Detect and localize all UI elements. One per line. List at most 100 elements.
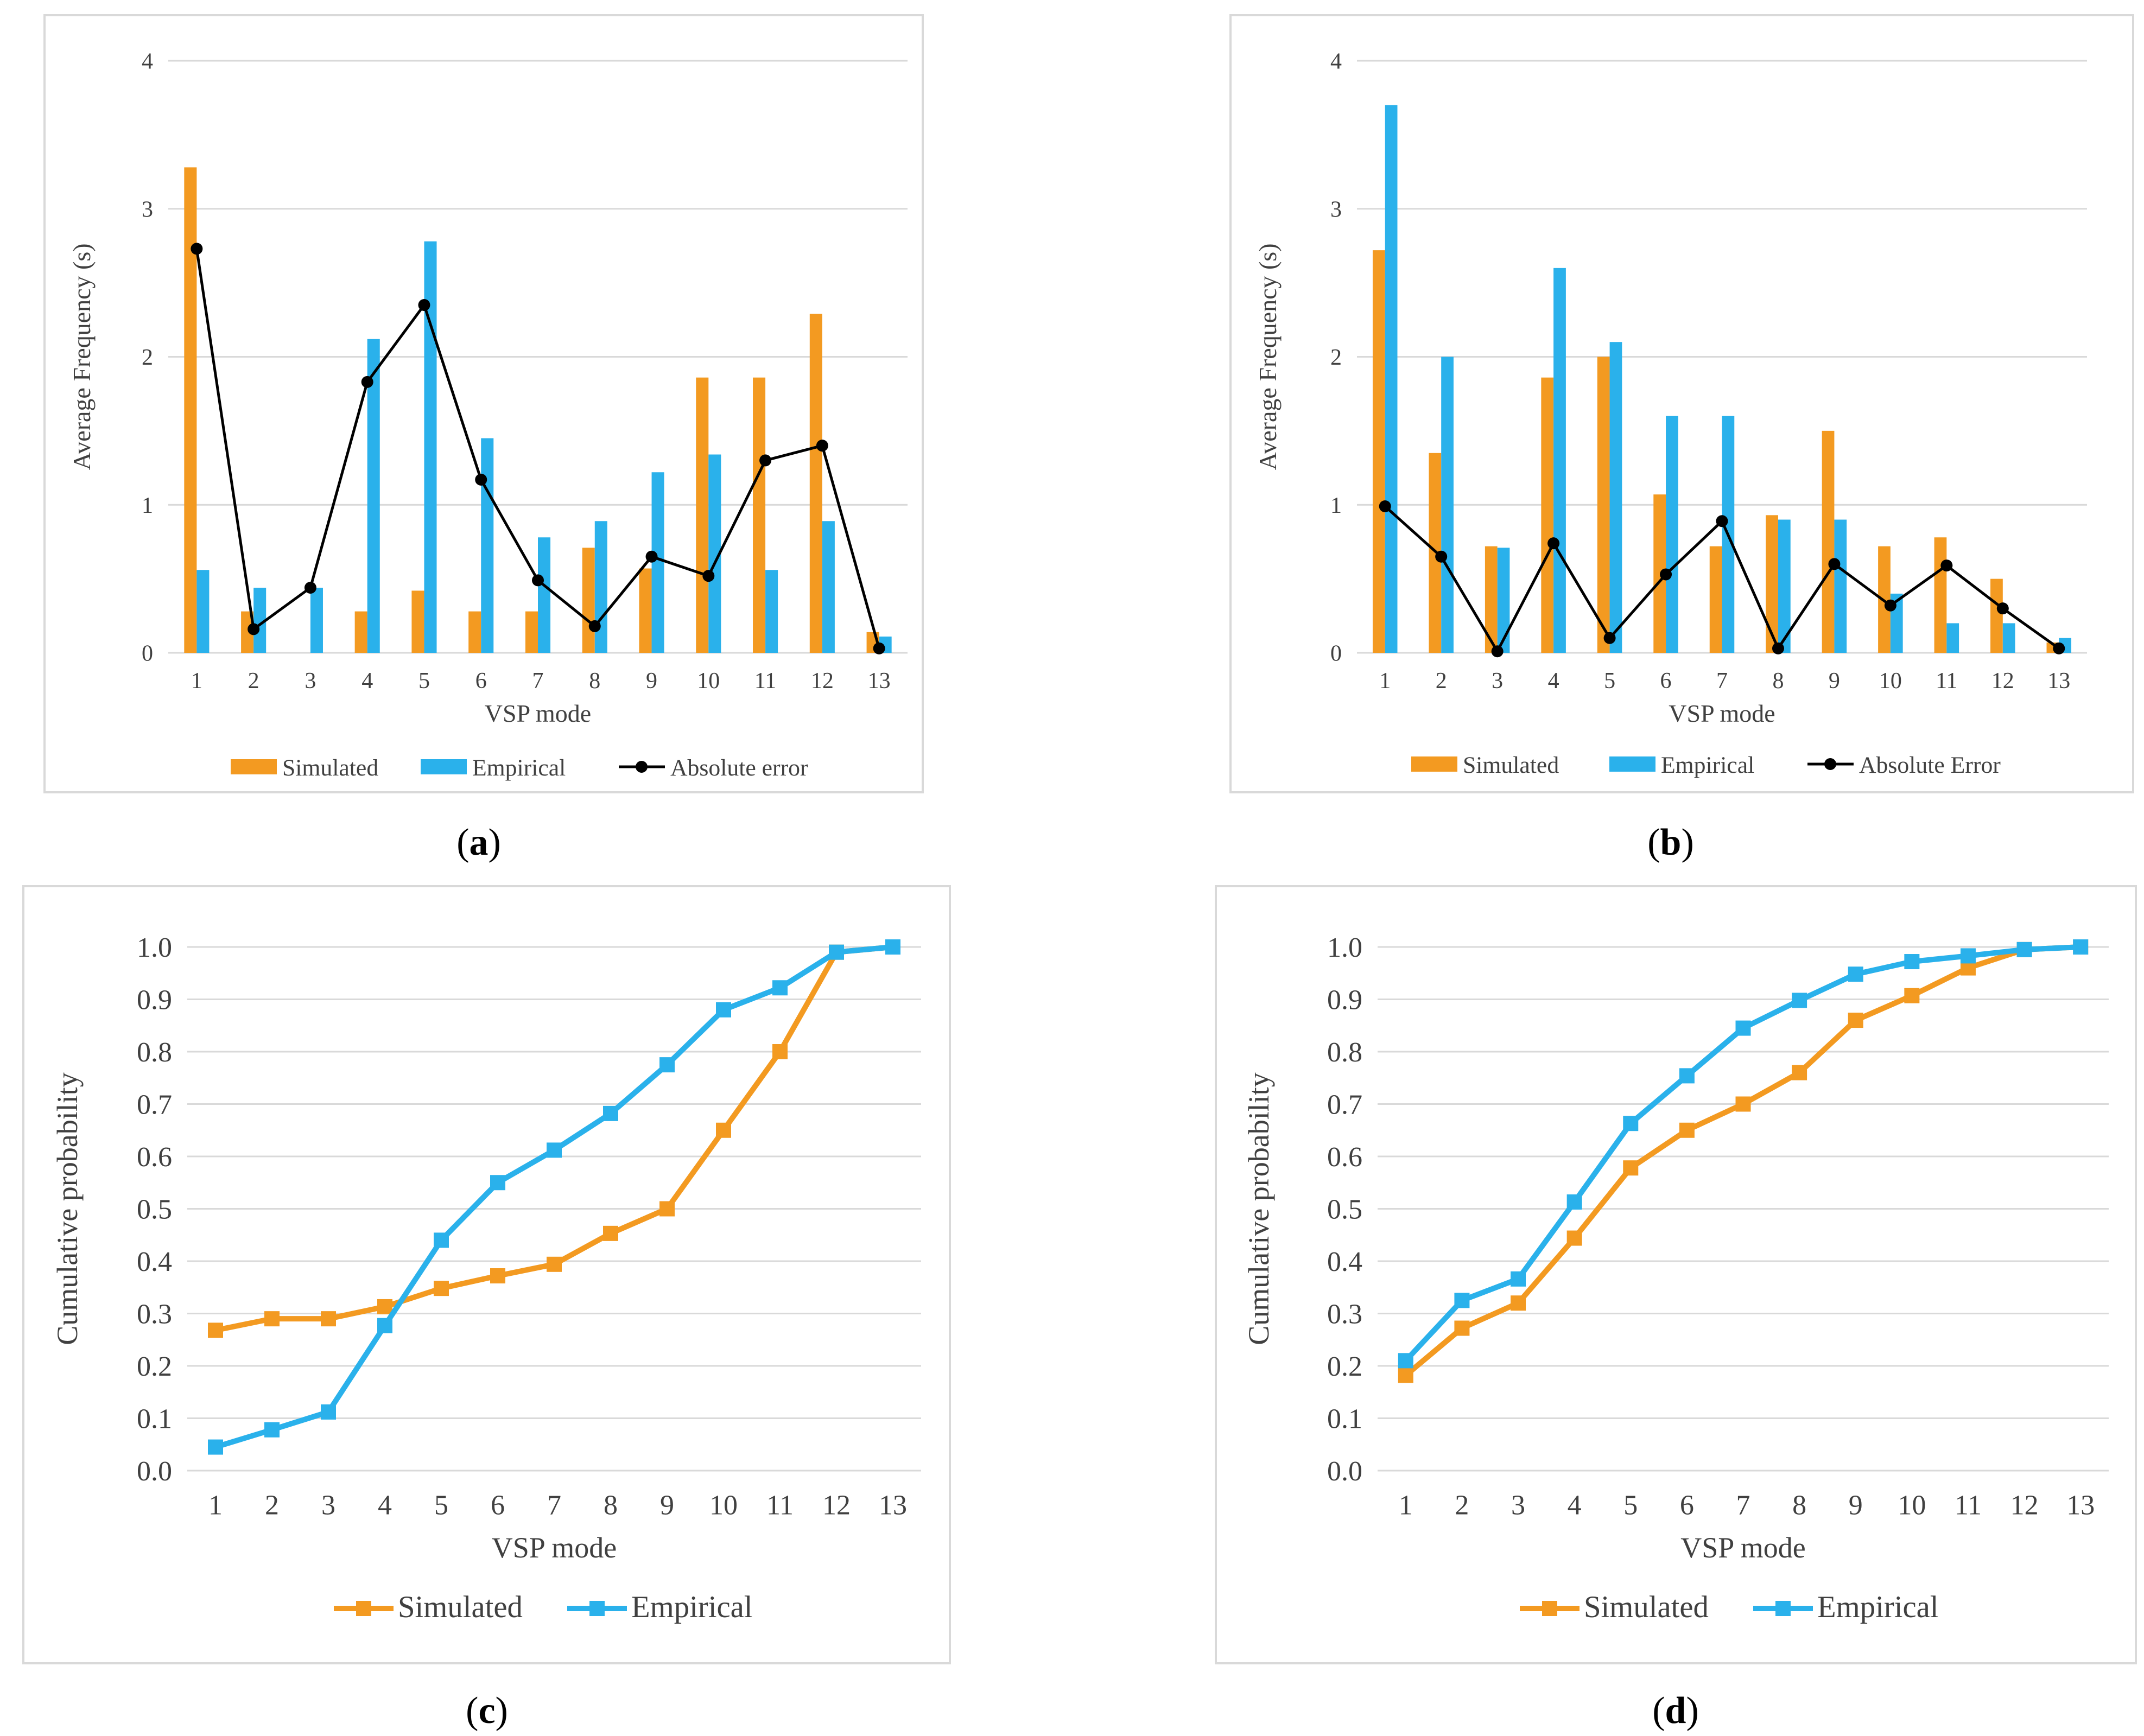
bar-empirical <box>1385 105 1398 653</box>
legend-label: Empirical <box>1817 1590 1939 1624</box>
bar-empirical <box>1497 548 1510 653</box>
x-tick-label: 8 <box>589 669 600 694</box>
legend: Simulated Empirical <box>1520 1590 1939 1624</box>
x-tick-label: 12 <box>811 669 834 694</box>
y-tick-label: 3 <box>142 197 153 222</box>
bar-empirical <box>1441 357 1454 653</box>
x-tick-label: 5 <box>1604 669 1615 694</box>
y-tick-label: 4 <box>142 49 153 74</box>
point-simulated <box>1623 1160 1639 1176</box>
y-tick-label: 0.7 <box>137 1090 172 1121</box>
bar-simulated <box>696 377 709 653</box>
error-point <box>1491 645 1504 658</box>
point-simulated <box>603 1225 618 1241</box>
y-axis-title: Average Frequency (s) <box>1254 243 1282 470</box>
point-empirical <box>1960 948 1976 964</box>
error-point <box>1547 537 1560 550</box>
error-point <box>1940 559 1953 572</box>
x-tick-label: 7 <box>547 1490 561 1521</box>
point-empirical <box>1904 954 1920 970</box>
bar-empirical <box>822 521 835 653</box>
point-simulated <box>1904 988 1920 1003</box>
error-point <box>1379 500 1391 512</box>
y-tick-label: 2 <box>1330 345 1342 370</box>
point-empirical <box>377 1318 392 1333</box>
caption-paren-close: ) <box>489 822 501 863</box>
point-empirical <box>659 1057 675 1073</box>
legend-marker-simulated <box>1542 1601 1557 1616</box>
legend-swatch-simulated <box>231 759 277 774</box>
legend-marker-error <box>1824 758 1836 770</box>
error-point <box>759 454 772 467</box>
panel-caption: (a) <box>456 822 501 863</box>
x-tick-label: 9 <box>1849 1490 1863 1521</box>
x-tick-label: 2 <box>1436 669 1447 694</box>
legend: Simulated Empirical Absolute error <box>231 755 808 781</box>
y-axis-title: Average Frequency (s) <box>68 243 96 470</box>
y-tick-label: 1.0 <box>137 932 172 963</box>
x-tick-label: 7 <box>1736 1490 1750 1521</box>
x-tick-label: 3 <box>1511 1490 1525 1521</box>
error-point <box>1603 632 1616 644</box>
bar-empirical <box>253 587 267 653</box>
legend-swatch-simulated <box>1411 756 1457 772</box>
caption-letter: b <box>1660 822 1682 863</box>
error-point <box>1435 550 1448 563</box>
y-tick-label: 1 <box>142 493 153 518</box>
x-tick-label: 5 <box>418 669 430 694</box>
point-empirical <box>321 1404 336 1420</box>
error-point <box>702 570 715 582</box>
error-point <box>475 473 487 486</box>
x-tick-label: 2 <box>248 669 259 694</box>
error-point <box>1996 602 2009 615</box>
x-tick-label: 2 <box>265 1490 279 1521</box>
y-tick-label: 0.0 <box>137 1456 172 1487</box>
point-simulated <box>434 1281 449 1296</box>
x-axis-title: VSP mode <box>1669 700 1775 727</box>
point-empirical <box>1679 1068 1695 1084</box>
bar-simulated <box>1653 494 1666 653</box>
x-tick-label: 3 <box>305 669 316 694</box>
x-tick-label: 7 <box>532 669 544 694</box>
legend-label: Empirical <box>1661 752 1754 778</box>
x-tick-label: 13 <box>879 1490 907 1521</box>
x-tick-label: 6 <box>475 669 487 694</box>
y-tick-label: 0.6 <box>1327 1142 1362 1173</box>
x-tick-label: 8 <box>1772 669 1784 694</box>
legend-label: Absolute error <box>670 755 808 781</box>
bar-simulated <box>753 377 766 653</box>
x-tick-label: 11 <box>766 1490 794 1521</box>
bar-simulated <box>1934 537 1947 653</box>
bar-empirical <box>1553 268 1566 653</box>
y-tick-label: 0.3 <box>1327 1299 1362 1330</box>
y-tick-label: 0.9 <box>1327 985 1362 1016</box>
x-tick-label: 4 <box>378 1490 392 1521</box>
error-point <box>645 550 658 563</box>
bar-simulated <box>1429 453 1442 653</box>
bar-empirical <box>708 454 721 653</box>
x-tick-label: 10 <box>1879 669 1902 694</box>
point-empirical <box>1848 966 1863 982</box>
bar-simulated <box>468 611 481 653</box>
point-empirical <box>1792 993 1807 1008</box>
bar-simulated <box>639 568 652 653</box>
point-simulated <box>1454 1320 1470 1336</box>
point-empirical <box>490 1175 505 1191</box>
legend-label: Empirical <box>472 755 566 781</box>
bar-empirical <box>196 570 210 653</box>
x-tick-label: 12 <box>822 1490 851 1521</box>
error-point <box>304 581 316 594</box>
legend-marker-error <box>636 761 648 773</box>
legend-marker-empirical <box>589 1601 605 1616</box>
caption-paren-close: ) <box>496 1690 508 1732</box>
y-axis-title: Cumulative probability <box>1242 1072 1275 1345</box>
x-tick-label: 13 <box>2047 669 2070 694</box>
x-axis-title: VSP mode <box>492 1531 617 1564</box>
point-simulated <box>772 1044 788 1059</box>
legend-label: Simulated <box>398 1590 523 1624</box>
x-tick-label: 12 <box>2010 1490 2039 1521</box>
bar-empirical <box>367 339 380 653</box>
bar-simulated <box>354 611 367 653</box>
x-tick-label: 1 <box>191 669 202 694</box>
